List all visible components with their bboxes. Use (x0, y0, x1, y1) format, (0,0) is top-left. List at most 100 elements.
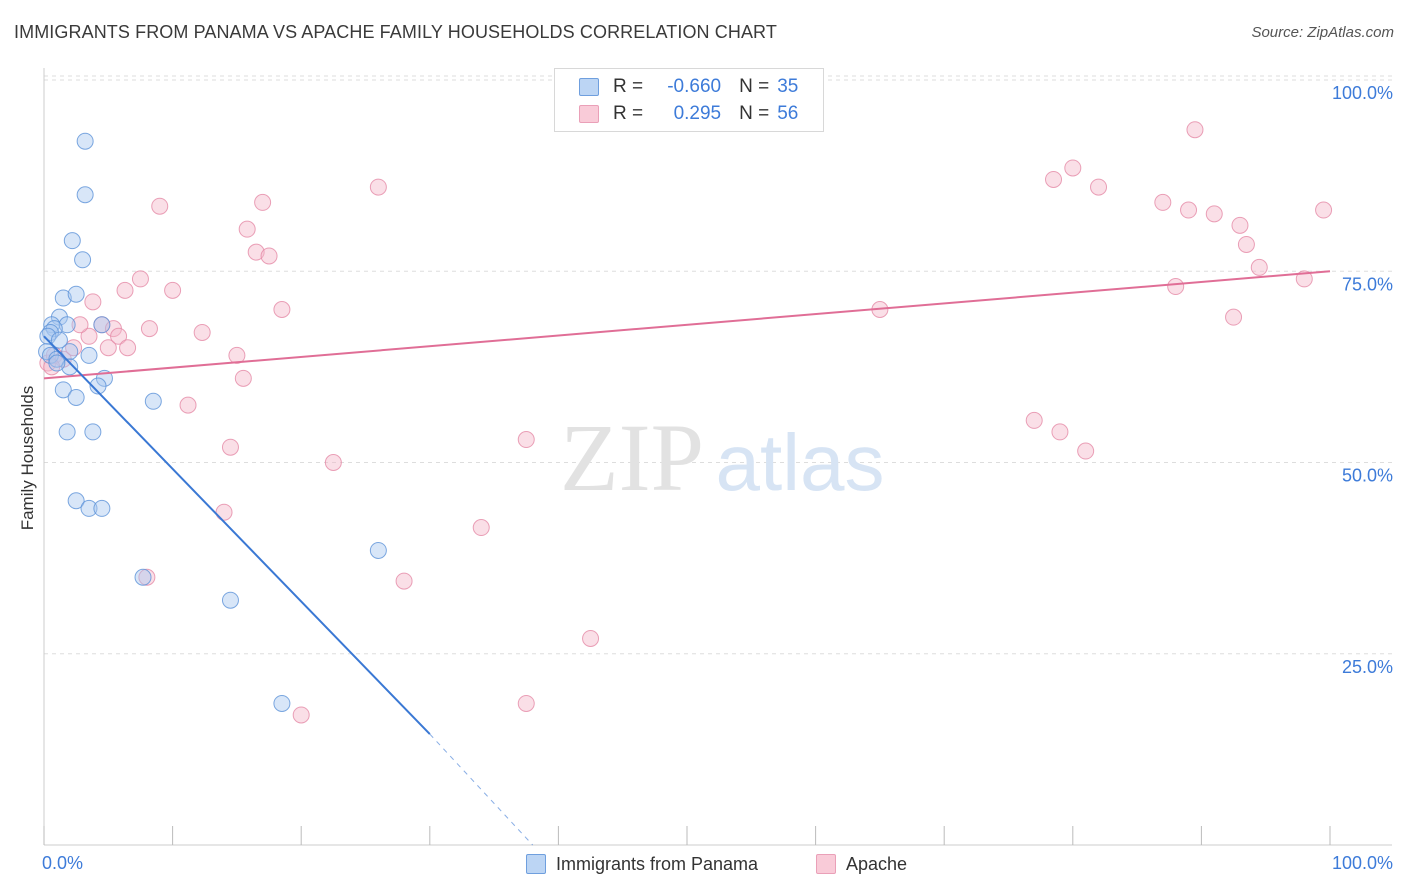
apache-point (369, 178, 387, 196)
panama-point (80, 499, 98, 517)
apache-point (71, 316, 89, 334)
panama-point (84, 423, 102, 441)
bottom-legend-apache: Apache (816, 852, 907, 876)
panama-point (50, 331, 68, 349)
apache-point (110, 327, 128, 345)
apache-point (1295, 270, 1313, 288)
gridlines (44, 75, 1392, 655)
panama-point (273, 694, 291, 712)
apache-point (1025, 411, 1043, 429)
apache-point (395, 572, 413, 590)
x-tick-label: 100.0% (1332, 853, 1393, 873)
apache-point (273, 301, 291, 318)
apache-point (1250, 258, 1268, 276)
apache-point (292, 706, 310, 724)
watermark: ZIP atlas (560, 404, 884, 511)
y-tick-label: 75.0% (1342, 274, 1393, 294)
bottom-legend-swatch-panama (526, 854, 546, 874)
y-tick-label: 25.0% (1342, 657, 1393, 677)
apache-point (234, 369, 252, 387)
apache-point (80, 327, 98, 345)
axes (43, 68, 1392, 846)
legend-n-value: 56 (777, 103, 799, 124)
watermark-zip: ZIP (560, 404, 704, 511)
apache-point (1225, 308, 1243, 326)
bottom-legend-label-panama: Immigrants from Panama (556, 853, 759, 874)
panama-point (369, 541, 387, 559)
apache-point (1315, 201, 1333, 219)
bottom-legend-swatch-apache (816, 854, 836, 874)
tick-labels: 25.0% 50.0% 75.0% 100.0% 0.0% 100.0% (42, 83, 1393, 873)
apache-point (215, 503, 233, 521)
apache-point (116, 281, 134, 299)
apache-point (254, 193, 272, 211)
apache-point (1205, 205, 1223, 223)
apache-point (517, 431, 535, 449)
legend-swatch-apache (579, 105, 599, 123)
bottom-legend-label-apache: Apache (846, 853, 908, 874)
panama-trend-extension (429, 733, 534, 846)
panama-point (76, 132, 94, 150)
apache-point (1231, 216, 1249, 234)
bottom-legend-panama: Immigrants from Panama (526, 852, 758, 876)
data-points (38, 121, 1333, 724)
apache-point (1167, 278, 1185, 296)
apache-point (164, 281, 182, 299)
panama-point (89, 377, 107, 395)
legend-r-label: R = (613, 76, 644, 97)
apache-point (517, 694, 535, 712)
panama-point (144, 392, 162, 410)
apache-point (179, 396, 197, 414)
apache-point (247, 243, 265, 261)
apache-point (1064, 159, 1082, 177)
apache-point (131, 270, 149, 288)
apache-point (582, 629, 600, 647)
panama-point (61, 343, 79, 361)
apache-point (228, 346, 246, 364)
apache-point (472, 519, 490, 537)
y-tick-label: 100.0% (1332, 83, 1393, 103)
source-label: Source: ZipAtlas.com (1251, 24, 1394, 41)
apache-point (1051, 423, 1069, 441)
panama-point (67, 388, 85, 406)
apache-point (140, 320, 158, 338)
panama-point (221, 591, 239, 609)
apache-point (1045, 170, 1063, 188)
legend-swatch-panama (579, 78, 599, 96)
panama-point (58, 423, 76, 441)
apache-point (238, 220, 256, 238)
apache-point (260, 247, 278, 265)
legend-row-panama: R = -0.660 N = 35 (579, 75, 798, 99)
apache-point (151, 197, 169, 215)
watermark-atlas: atlas (716, 418, 885, 507)
panama-point (58, 316, 76, 334)
x-tick-label: 0.0% (42, 853, 83, 873)
apache-trend-line (43, 270, 1331, 380)
apache-point (99, 339, 117, 357)
correlation-legend: R = -0.660 N = 35 R = 0.295 N = 56 (554, 68, 824, 132)
trend-lines (43, 270, 1331, 846)
apache-point (193, 323, 211, 341)
chart-title: IMMIGRANTS FROM PANAMA VS APACHE FAMILY … (14, 22, 777, 42)
panama-point (67, 492, 85, 510)
apache-point (1077, 442, 1095, 460)
panama-point (76, 186, 94, 204)
apache-point (84, 293, 102, 311)
legend-r-label: R = (613, 103, 644, 124)
legend-n-value: 35 (777, 76, 799, 97)
apache-point (1237, 235, 1255, 253)
apache-point (1186, 121, 1204, 139)
legend-n-label: N = (739, 76, 770, 97)
apache-point (119, 339, 137, 357)
panama-point (61, 358, 79, 376)
apache-point (138, 568, 156, 586)
panama-point (48, 350, 66, 368)
apache-point (324, 454, 342, 471)
panama-point (93, 316, 111, 334)
panama-point (54, 381, 72, 399)
legend-r-value: -0.660 (667, 76, 722, 97)
panama-point (48, 354, 66, 372)
panama-point (63, 232, 81, 250)
panama-point (134, 568, 152, 586)
